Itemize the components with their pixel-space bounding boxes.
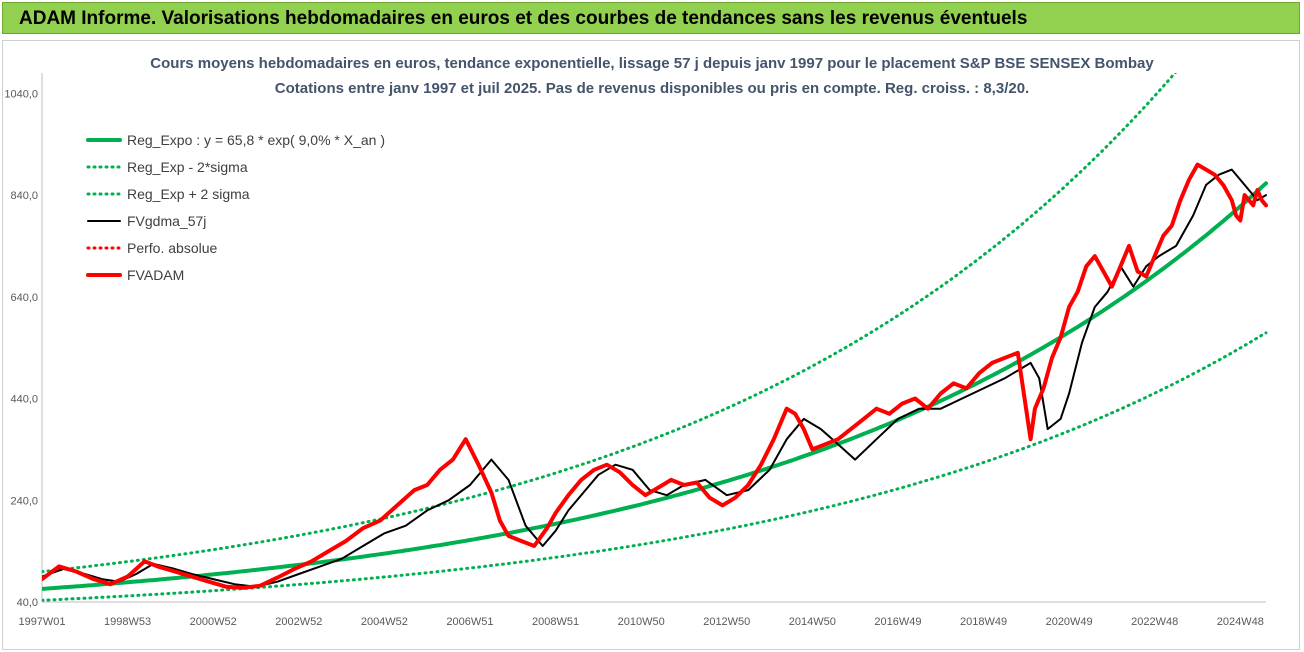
legend-label-5: FVADAM — [127, 267, 184, 283]
legend-label-2: Reg_Exp + 2 sigma — [127, 186, 250, 202]
x-tick-label: 2002W52 — [275, 616, 322, 628]
series-line-3 — [42, 168, 1267, 588]
chart-frame — [2, 40, 1300, 650]
axes: 40,0 240,0 440,0 640,0 840,0 1040,0 1997W01 199… — [4, 73, 1266, 628]
x-tick-label: 1997W01 — [18, 616, 65, 628]
series-line-1 — [42, 331, 1268, 602]
y-tick-label: 640,0 — [10, 292, 38, 304]
y-tick-label: 40,0 — [17, 597, 38, 609]
chart-subtitle: Cotations entre janv 1997 et juil 2025. … — [274, 80, 1030, 97]
x-tick-label: 2024W48 — [1217, 616, 1264, 628]
x-tick-label: 2012W50 — [703, 616, 750, 628]
x-tick-label: 2016W49 — [874, 616, 921, 628]
legend-label-1: Reg_Exp - 2*sigma — [127, 159, 248, 175]
legend-label-0: Reg_Expo : y = 65,8 * exp( 9,0% * X_an ) — [127, 132, 385, 148]
banner-title: ADAM Informe. Valorisations hebdomadaire… — [19, 8, 1028, 29]
x-tick-label: 2010W50 — [618, 616, 665, 628]
x-tick-label: 2000W52 — [190, 616, 237, 628]
x-tick-label: 2020W49 — [1046, 616, 1093, 628]
title-banner: ADAM Informe. Valorisations hebdomadaire… — [2, 2, 1300, 34]
y-tick-label: 1040,0 — [4, 88, 38, 100]
x-tick-label: 2022W48 — [1131, 616, 1178, 628]
y-tick-label: 840,0 — [10, 190, 38, 202]
series-line-5 — [42, 162, 1268, 590]
series-line-2 — [42, 73, 1177, 574]
x-tick-label: 2008W51 — [532, 616, 579, 628]
legend-label-3: FVgdma_57j — [127, 213, 206, 229]
x-tick-label: 2014W50 — [789, 616, 836, 628]
x-tick-label: 2018W49 — [960, 616, 1007, 628]
y-tick-label: 440,0 — [10, 394, 38, 406]
x-tick-label: 1998W53 — [104, 616, 151, 628]
plot-area — [42, 73, 1268, 602]
legend-background — [64, 102, 339, 285]
x-tick-label: 2006W51 — [446, 616, 493, 628]
legend: Reg_Expo : y = 65,8 * exp( 9,0% * X_an )… — [64, 102, 385, 285]
x-tick-label: 2004W52 — [361, 616, 408, 628]
legend-label-4: Perfo. absolue — [127, 240, 217, 256]
chart-title: Cours moyens hebdomadaires en euros, ten… — [150, 55, 1154, 72]
y-tick-label: 240,0 — [10, 495, 38, 507]
